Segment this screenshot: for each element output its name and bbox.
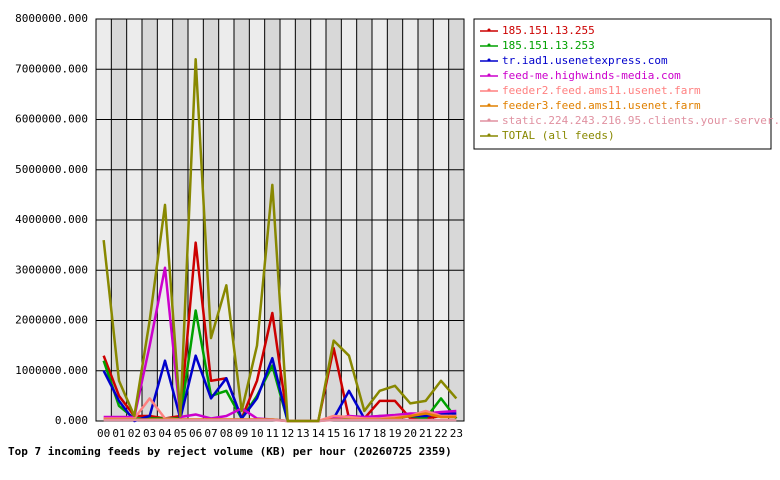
legend-marker (487, 118, 491, 122)
y-tick-label: 6000000.000 (15, 113, 88, 126)
x-tick-label: 07 (204, 427, 217, 440)
x-tick-label: 17 (358, 427, 371, 440)
x-tick-label: 05 (174, 427, 187, 440)
legend-marker (487, 88, 491, 92)
legend-label: 185.151.13.253 (502, 39, 595, 52)
legend-label: feeder3.feed.ams11.usenet.farm (502, 99, 701, 112)
x-tick-label: 03 (143, 427, 156, 440)
x-tick-label: 13 (296, 427, 309, 440)
x-tick-label: 14 (312, 427, 326, 440)
x-tick-label: 01 (112, 427, 125, 440)
legend-marker (487, 73, 491, 77)
y-tick-label: 0.000 (55, 414, 88, 427)
x-tick-label: 08 (220, 427, 233, 440)
x-tick-label: 09 (235, 427, 248, 440)
y-tick-label: 3000000.000 (15, 263, 88, 276)
x-tick-label: 18 (373, 427, 386, 440)
legend-marker (487, 43, 491, 47)
legend-marker (487, 133, 491, 137)
x-tick-label: 15 (327, 427, 340, 440)
legend-label: 185.151.13.255 (502, 24, 595, 37)
series-line (103, 418, 457, 423)
x-tick-label: 22 (434, 427, 447, 440)
x-tick-label: 23 (450, 427, 463, 440)
legend-box (473, 18, 772, 150)
y-tick-label: 5000000.000 (15, 163, 88, 176)
x-tick-label: 11 (266, 427, 279, 440)
chart-title: Top 7 incoming feeds by reject volume (K… (8, 445, 452, 458)
legend-marker (487, 28, 491, 32)
legend-marker (487, 58, 491, 62)
x-tick-label: 10 (250, 427, 263, 440)
legend-label: static.224.243.216.95.clients.your-serve… (502, 114, 780, 127)
y-tick-label: 7000000.000 (15, 62, 88, 75)
legend-marker (487, 103, 491, 107)
x-tick-label: 06 (189, 427, 202, 440)
legend-label: feeder2.feed.ams11.usenet.farm (502, 84, 701, 97)
legend-label: tr.iad1.usenetexpress.com (502, 54, 668, 67)
y-tick-label: 2000000.000 (15, 314, 88, 327)
legend-label: TOTAL (all feeds) (502, 129, 615, 142)
x-tick-label: 16 (342, 427, 355, 440)
x-tick-label: 20 (404, 427, 417, 440)
series-line (102, 57, 458, 423)
x-tick-label: 02 (128, 427, 141, 440)
x-tick-label: 12 (281, 427, 294, 440)
x-tick-label: 00 (97, 427, 110, 440)
legend-label: feed-me.highwinds-media.com (502, 69, 681, 82)
y-tick-label: 4000000.000 (15, 213, 88, 226)
x-tick-label: 21 (419, 427, 432, 440)
y-tick-label: 1000000.000 (15, 364, 88, 377)
x-tick-label: 19 (388, 427, 401, 440)
x-tick-label: 04 (158, 427, 172, 440)
y-tick-label: 8000000.000 (15, 12, 88, 25)
